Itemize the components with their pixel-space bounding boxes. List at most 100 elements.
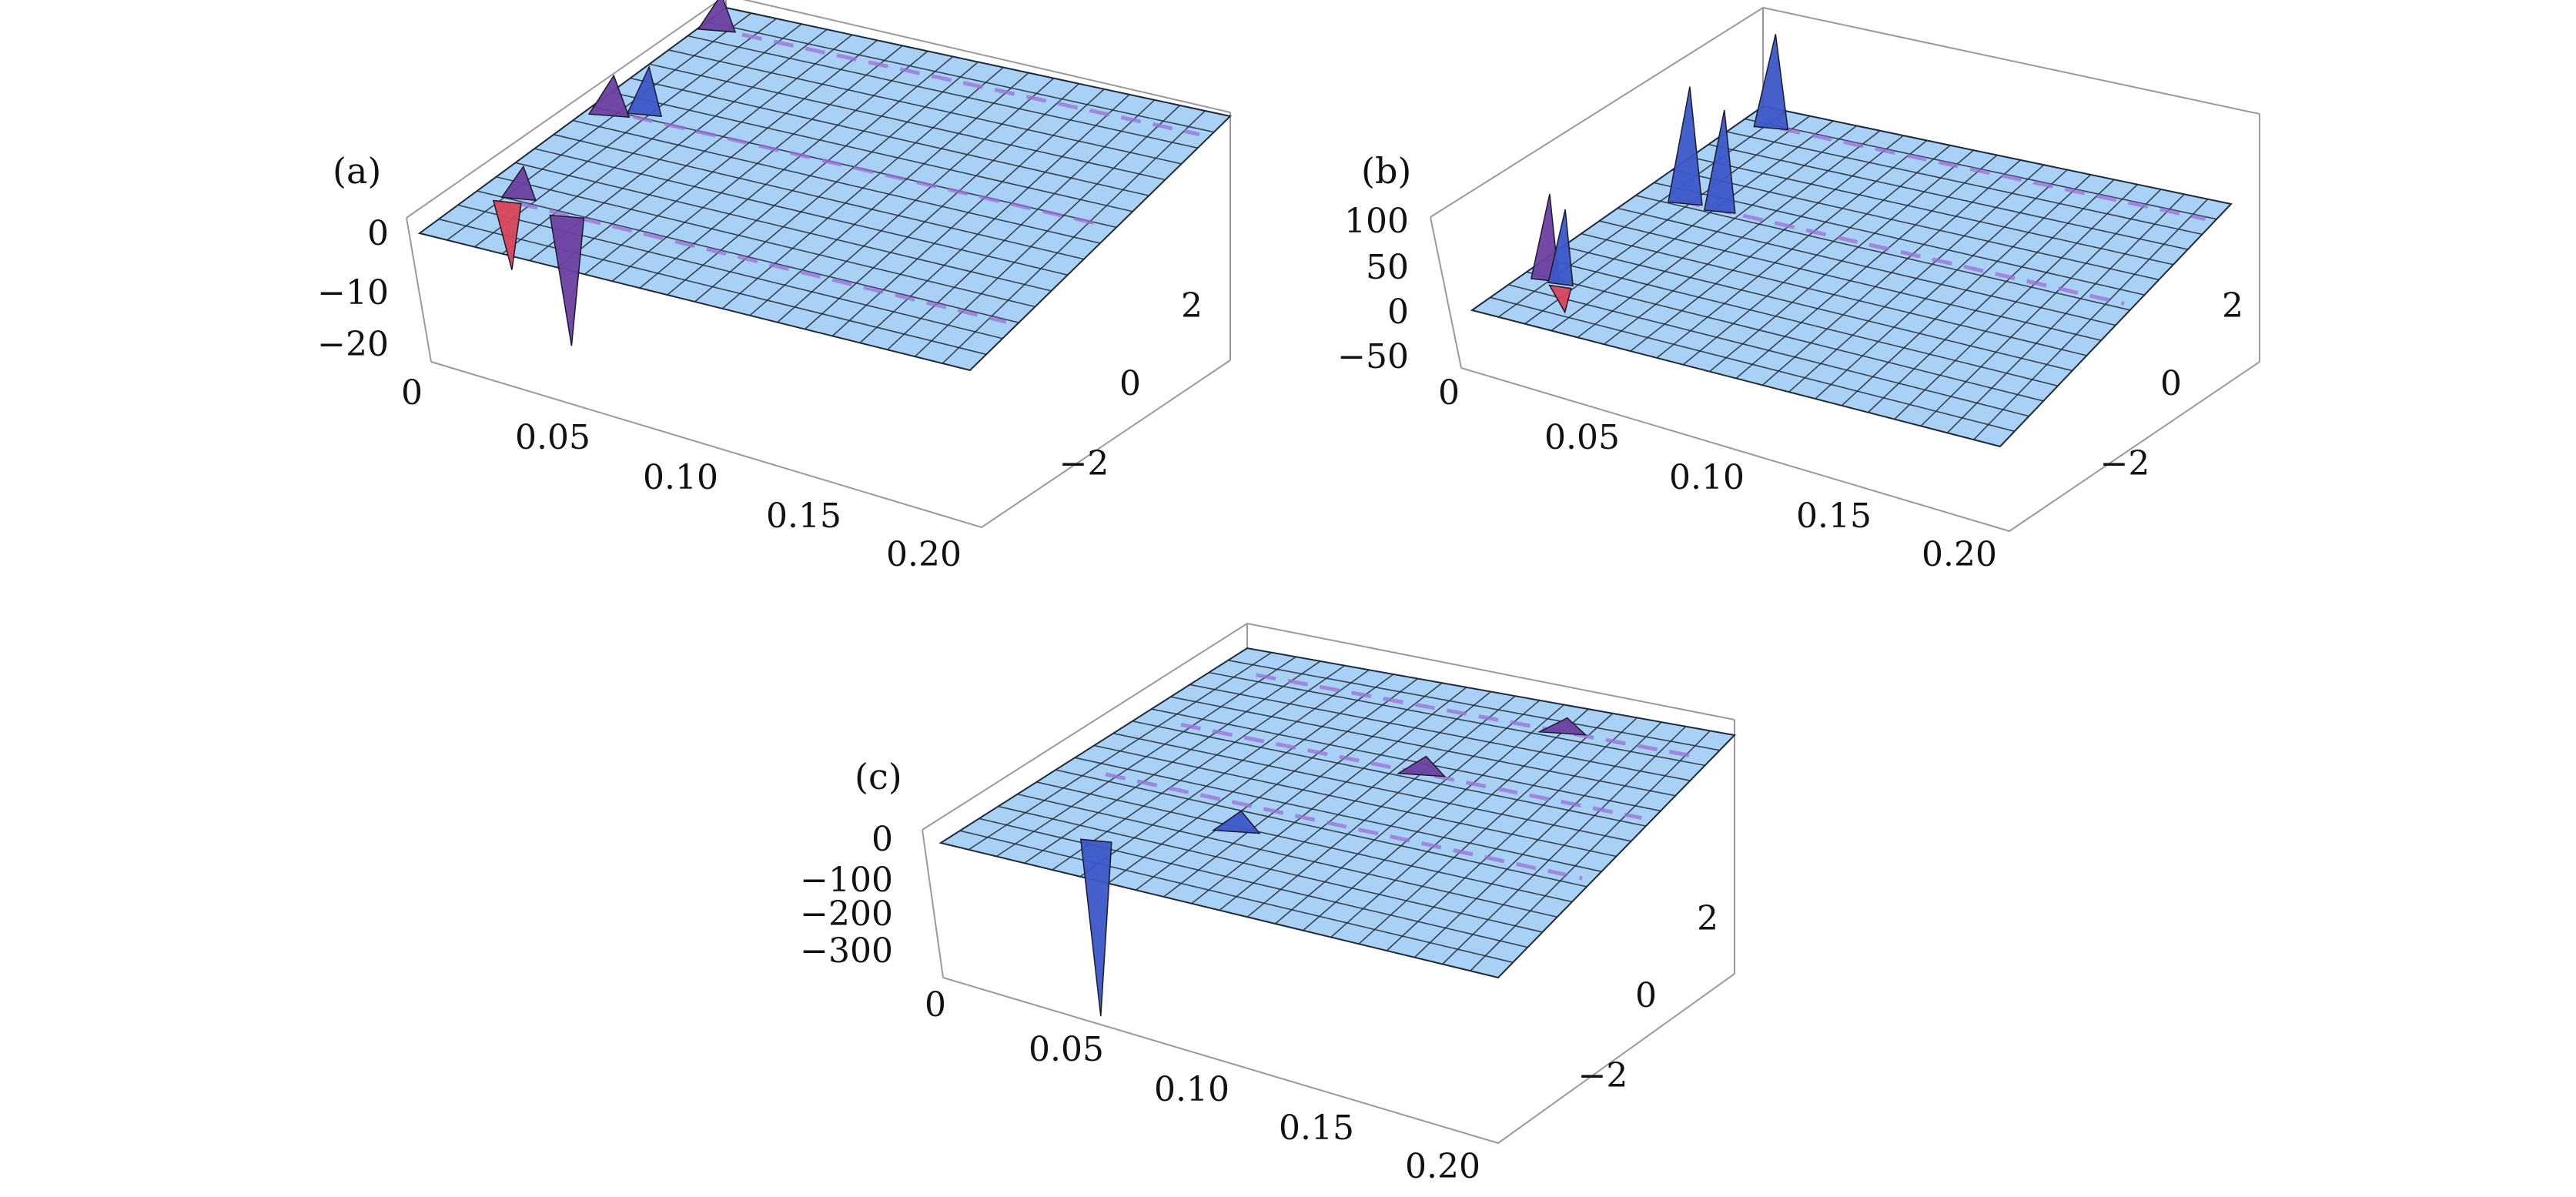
- z-tick-label: −20: [317, 325, 389, 364]
- x-tick-label: 0.20: [1922, 535, 1997, 574]
- mesh-line-y-b: [1599, 220, 2102, 341]
- mesh-line-y-b: [1490, 296, 2015, 433]
- mesh-line-y-c: [1036, 781, 1573, 903]
- mesh-line-y-a: [457, 204, 1003, 339]
- surface-ridge-a: [741, 32, 1200, 136]
- mesh-line-y-a: [706, 21, 1215, 133]
- panel-label-c: (c): [855, 756, 902, 797]
- mesh-line-y-c: [1151, 708, 1661, 812]
- surface-spike-b: [1668, 86, 1703, 206]
- x-tick-label: 0.10: [1669, 458, 1745, 497]
- mesh-line-y-b: [1635, 195, 2130, 311]
- panel-b: (b) 100 50 0 −50 0 0.05 0.10 0.15 0.20 2 0 −2: [1337, 6, 2260, 574]
- mesh-line-y-c: [1093, 744, 1617, 858]
- x-tick-label: 0.05: [515, 418, 590, 457]
- surface-ridge-a: [517, 201, 1007, 324]
- x-tick-label: 0.10: [643, 458, 718, 497]
- panel-label-b: (b): [1361, 150, 1411, 192]
- panel-a: (a) 0 −10 −20 0 0.05 0.10 0.15 0.20 2 0 −2: [317, 0, 1233, 574]
- mesh-line-y-c: [1055, 769, 1587, 888]
- mesh-line-y-a: [668, 49, 1182, 165]
- panel-label-a: (a): [333, 150, 381, 192]
- surface-spike-a: [697, 0, 737, 33]
- surface-plane-c: [938, 647, 1737, 979]
- mesh-line-y-b: [1745, 118, 2217, 220]
- y-tick-label: −2: [1578, 1056, 1628, 1095]
- mesh-line-y-c: [979, 818, 1528, 948]
- surface-spike-c: [1079, 838, 1112, 1017]
- mesh-line-y-c: [959, 830, 1514, 964]
- surface-spike-c: [1211, 810, 1261, 834]
- mesh-line-y-a: [611, 92, 1133, 212]
- surface-spike-b: [1703, 109, 1736, 214]
- mesh-line-y-b: [1708, 143, 2188, 250]
- mesh-line-y-b: [1617, 207, 2116, 326]
- mesh-line-y-a: [534, 148, 1068, 276]
- mesh-line-y-a: [630, 77, 1149, 196]
- surface-spike-a: [500, 165, 537, 202]
- surface-spike-a: [492, 199, 522, 270]
- mesh-line-y-c: [1112, 732, 1631, 842]
- surface-spike-b: [1753, 34, 1789, 131]
- z-tick-label: −50: [1337, 337, 1409, 376]
- x-tick-label: 0.20: [1405, 1147, 1480, 1186]
- x-tick-label: 0.15: [1279, 1108, 1354, 1148]
- surface-spike-a: [587, 74, 631, 119]
- z-tick-label: 0: [1387, 293, 1409, 332]
- mesh-line-y-b: [1671, 169, 2159, 281]
- mesh-line-y-a: [438, 218, 987, 356]
- mesh-line-y-c: [1189, 684, 1691, 781]
- mesh-line-y-c: [1074, 757, 1602, 872]
- plot-box-left-edge-b: [1430, 216, 1462, 369]
- mesh-line-y-c: [1170, 696, 1676, 797]
- mesh-line-y-a: [553, 134, 1085, 260]
- mesh-line-y-b: [1726, 131, 2203, 236]
- y-tick-label: 0: [1119, 364, 1141, 403]
- mesh-line-y-c: [1132, 721, 1647, 827]
- surface-spike-a: [549, 214, 585, 346]
- y-tick-label: 2: [2222, 286, 2243, 326]
- z-tick-label: 100: [1344, 202, 1409, 241]
- x-tick-label: 0: [1438, 373, 1460, 413]
- z-tick-label: 0: [871, 820, 893, 859]
- z-tick-label: −300: [800, 931, 893, 971]
- surface-ridge-c: [1105, 772, 1583, 881]
- x-tick-label: 0.10: [1154, 1070, 1229, 1109]
- y-tick-label: 2: [1181, 286, 1203, 326]
- plot-box-top-edge-a: [406, 0, 1231, 219]
- surface-spike-b: [1547, 209, 1574, 286]
- y-tick-label: 0: [2160, 364, 2182, 403]
- mesh-line-y-b: [1526, 271, 2044, 402]
- mesh-line-y-b: [1508, 284, 2029, 417]
- z-tick-label: −10: [317, 273, 389, 313]
- surface-spike-b: [1530, 193, 1560, 283]
- y-tick-label: −2: [2100, 444, 2150, 483]
- surface-spike-a: [626, 65, 663, 117]
- surface-spike-c: [1396, 755, 1447, 777]
- mesh-line-y-a: [477, 190, 1019, 323]
- surface-ridge-b: [1679, 199, 2125, 306]
- mesh-line-y-a: [572, 119, 1101, 244]
- surface-ridge-c: [1256, 673, 1701, 760]
- surface-plane-a: [417, 6, 1233, 372]
- plot-box-bottom-edge-b: [1460, 361, 2260, 533]
- plot-box-bottom-edge-a: [430, 359, 1231, 529]
- surface-ridge-b: [1780, 126, 2206, 221]
- x-tick-label: 0.05: [1029, 1030, 1104, 1069]
- y-tick-label: −2: [1059, 444, 1109, 483]
- mesh-line-y-c: [998, 805, 1543, 933]
- mesh-line-y-b: [1544, 258, 2059, 387]
- x-tick-label: 0.15: [766, 497, 841, 536]
- mesh-line-y-c: [1017, 793, 1557, 918]
- mesh-line-y-c: [1209, 671, 1705, 767]
- z-tick-label: 50: [1366, 248, 1409, 287]
- y-tick-label: 0: [1635, 976, 1657, 1015]
- z-tick-label: 0: [367, 214, 389, 253]
- surface-spike-c: [1537, 717, 1587, 736]
- x-tick-label: 0.05: [1544, 418, 1620, 457]
- plot-box-left-edge-a: [406, 217, 432, 363]
- z-tick-label: −100: [800, 861, 893, 900]
- x-tick-label: 0: [925, 985, 946, 1025]
